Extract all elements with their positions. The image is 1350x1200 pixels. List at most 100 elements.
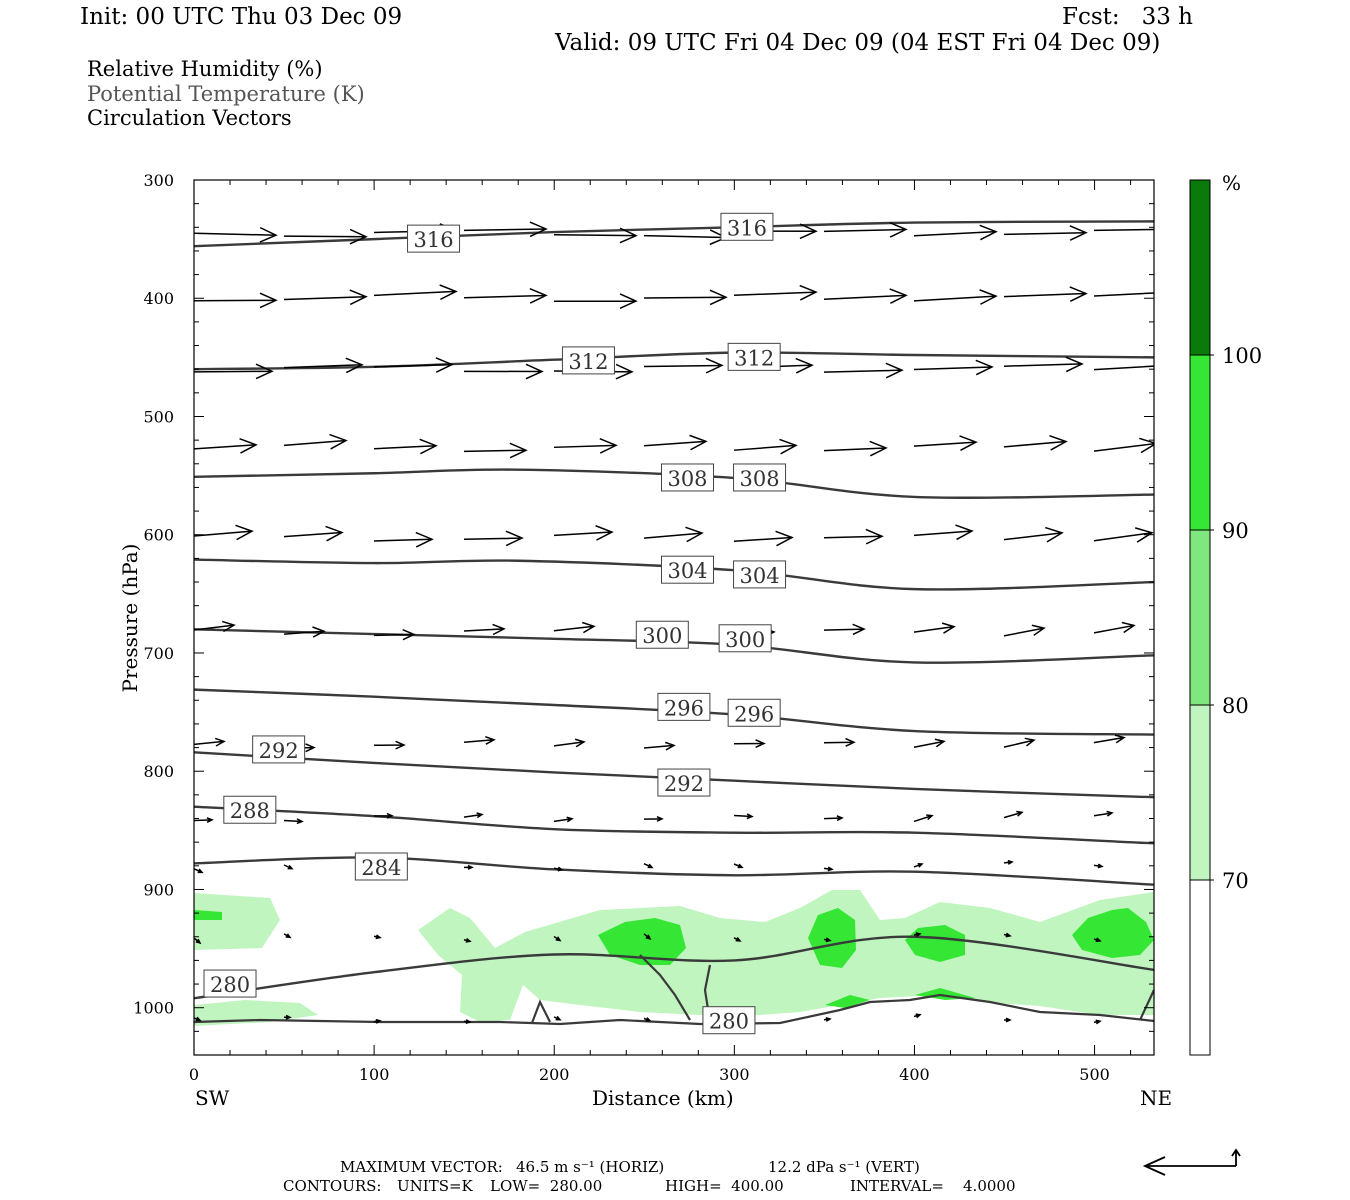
max-vector-label: MAXIMUM VECTOR: [340,1158,503,1176]
colorbar-band-70 [1190,705,1210,880]
vector-arrow [913,524,974,541]
y-tick-label: 500 [143,407,174,426]
rh-70-region [418,890,1154,1022]
svg-text:308: 308 [740,467,780,491]
contour-label-316: 316 [407,224,461,253]
rh-90-region [1072,908,1154,958]
vector-arrow [553,525,614,541]
theta-contour-292 [194,751,1154,799]
x-tick-label: 0 [189,1065,199,1084]
svg-text:312: 312 [568,350,608,374]
vector-arrow [463,530,524,547]
vector-arrow [373,531,434,548]
y-tick-label: 1000 [133,999,174,1018]
x-axis-right-label: NE [1140,1086,1173,1110]
vector-arrow [283,626,326,638]
vector-arrow [733,438,798,455]
vector-arrow [1003,434,1068,451]
svg-text:300: 300 [642,624,682,648]
vector-arrow [823,288,908,304]
contour-label-316: 316 [720,212,774,241]
rh-70-region [194,893,280,950]
vector-arrow [194,620,236,633]
vector-arrow [643,862,654,869]
vector-arrow [194,363,274,380]
theta-contour-296 [194,688,1154,736]
vector-arrow [823,221,908,238]
vector-arrow [1093,621,1136,634]
vector-arrow [913,435,978,451]
vector-arrow [823,440,888,457]
vector-arrow [643,1017,652,1022]
vector-arrow [733,284,818,301]
plot-frame [193,179,1155,1056]
vector-arrow [823,815,844,822]
vector-arrow [553,1015,562,1021]
rh-90-region [598,918,686,965]
vector-arrow [194,437,258,454]
vector-arrow [283,289,368,306]
vector-arrow [553,738,586,748]
y-tick-label: 400 [143,289,174,308]
vector-arrow [913,359,994,376]
vector-arrow [373,1018,382,1024]
svg-text:292: 292 [259,739,299,763]
vector-arrow [823,1017,832,1022]
vector-arrow [643,526,704,543]
vector-arrow [373,284,458,301]
contour-label-312: 312 [561,346,615,375]
vector-arrow [913,738,946,748]
theta-contour-316 [194,220,1154,248]
vector-arrow [283,433,348,450]
vector-arrow [913,932,922,938]
rh-90-region [825,995,870,1008]
vector-arrow [283,933,292,939]
vector-arrow [283,228,368,245]
contour-label-280: 280 [702,1006,756,1035]
reference-vector-arrow [1142,1148,1241,1176]
vector-arrow [283,818,304,825]
circulation-vectors [194,221,1154,1025]
colorbar-band-100 [1190,180,1210,355]
svg-text:316: 316 [727,216,767,240]
vector-arrow [913,862,924,868]
vector-arrow [823,737,856,747]
vector-arrow [913,1013,922,1019]
svg-text:316: 316 [414,228,454,252]
vector-arrow [463,937,472,943]
vector-arrow [733,863,744,869]
vector-arrow [823,937,832,943]
y-tick-label: 700 [143,644,174,663]
contour-label-300: 300 [718,624,772,653]
vector-arrow [553,621,596,634]
max-vector-vert: 12.2 dPa s⁻¹ (VERT) [768,1158,920,1176]
vector-arrow [194,868,204,874]
y-axis-label: Pressure (hPa) [118,543,142,693]
axes: 300 400 500 600 700 800 900 1000 0 100 200 300 400 50… [133,171,1154,1084]
vector-arrow [1093,1019,1102,1025]
vector-arrow [643,933,652,940]
vector-arrow [283,1014,292,1020]
colorbar-label-70: 70 [1222,869,1249,893]
svg-text:312: 312 [734,346,774,370]
y-tick-label: 900 [143,880,174,899]
vector-arrow [194,292,278,309]
rh-shading [194,890,1154,1026]
y-tick-label: 800 [143,762,174,781]
vector-arrow [283,864,294,870]
vector-arrow [913,814,934,823]
svg-text:280: 280 [709,1010,749,1034]
vector-arrow [463,623,506,636]
vector-arrow [643,289,728,306]
contour-label-292: 292 [252,735,306,764]
colorbar-label-90: 90 [1222,519,1249,543]
colorbar: % 100 90 80 70 [1189,171,1262,1056]
valid-time: Valid: 09 UTC Fri 04 Dec 09 (04 EST Fri … [555,30,1161,56]
vector-arrow [283,357,364,374]
theta-contour-288 [194,805,1154,845]
x-tick-label: 500 [1079,1065,1110,1084]
vector-arrow [1003,859,1014,865]
vector-arrow [373,934,382,940]
vector-arrow [1093,365,1154,371]
svg-text:304: 304 [740,564,780,588]
